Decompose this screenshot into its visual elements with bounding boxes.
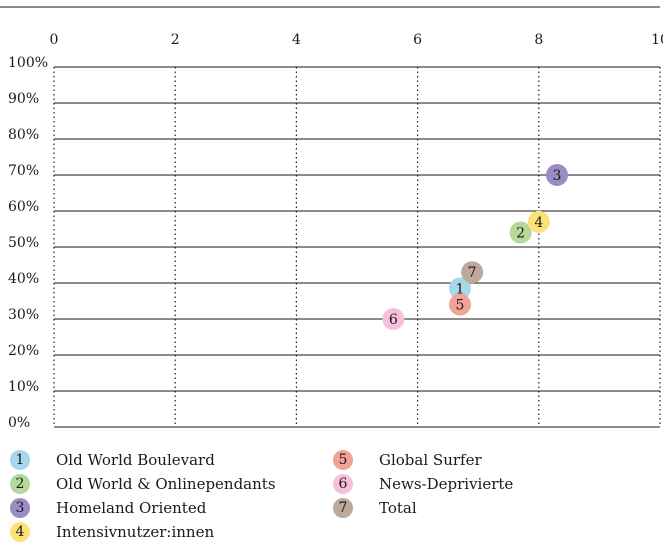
y-tick-label: 100%	[8, 55, 48, 71]
x-tick-label: 8	[534, 32, 543, 48]
y-tick-label: 50%	[8, 235, 39, 251]
y-tick-label: 90%	[8, 91, 39, 107]
x-tick-label: 10	[651, 32, 663, 48]
data-point: 5	[449, 293, 472, 316]
data-point-marker	[509, 221, 532, 244]
data-point-label: 2	[516, 226, 525, 242]
data-point-marker	[545, 164, 568, 186]
y-tick-label: 40%	[8, 271, 39, 287]
data-point: 2	[509, 221, 532, 244]
data-point-marker	[461, 261, 484, 284]
data-point-label: 5	[456, 298, 465, 314]
y-tick-label: 60%	[8, 199, 39, 215]
chart-points: 1 2 3 4 5 6 7	[382, 164, 568, 330]
y-tick-label: 20%	[8, 343, 39, 359]
data-point-label: 7	[468, 265, 477, 281]
data-point-marker	[527, 210, 550, 233]
y-tick-label: 70%	[8, 163, 39, 179]
y-tick-label: 80%	[8, 127, 39, 143]
data-point: 1	[449, 277, 472, 300]
data-point-marker	[449, 293, 472, 316]
data-point-label: 3	[553, 168, 562, 184]
y-tick-label: 10%	[8, 379, 39, 395]
data-point: 3	[545, 164, 568, 186]
x-tick-label: 6	[413, 32, 422, 48]
y-tick-label: 30%	[8, 307, 39, 323]
x-tick-label: 4	[292, 32, 301, 48]
x-tick-label: 2	[171, 32, 180, 48]
data-point: 6	[382, 308, 405, 330]
data-point-marker	[449, 277, 472, 300]
data-point-label: 6	[389, 312, 398, 328]
data-point-label: 4	[534, 215, 543, 231]
data-point-marker	[382, 308, 405, 330]
data-point: 4	[527, 210, 550, 233]
x-tick-label: 0	[50, 32, 59, 48]
data-point-label: 1	[456, 281, 465, 297]
chart-axes: 0%10%20%30%40%50%60%70%80%90%100%0246810	[0, 6, 663, 431]
data-point: 7	[461, 261, 484, 284]
y-tick-label: 0%	[8, 415, 30, 431]
